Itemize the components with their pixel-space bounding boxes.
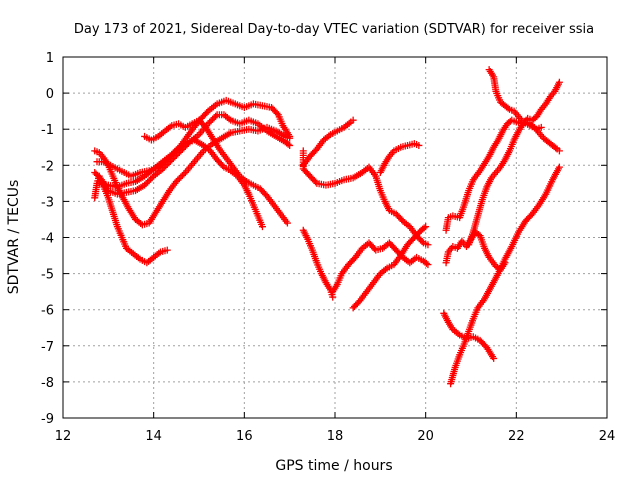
y-tick-label: -8 — [41, 376, 54, 391]
data-point — [206, 118, 214, 126]
series-arc-10 — [299, 116, 357, 169]
grid — [63, 57, 607, 418]
series-arc-5 — [93, 136, 266, 231]
x-tick-label: 22 — [508, 429, 525, 444]
y-tick-label: 0 — [46, 87, 54, 102]
chart-title: Day 173 of 2021, Sidereal Day-to-day VTE… — [74, 22, 594, 37]
series-arc-6 — [141, 116, 291, 227]
series-arc-4 — [95, 96, 294, 191]
x-tick-label: 16 — [236, 429, 253, 444]
y-tick-label: -7 — [41, 340, 54, 355]
data-point — [283, 219, 291, 227]
y-tick-label: -1 — [41, 123, 54, 138]
axis-ticks: 12 14 16 18 20 22 24 1 0 -1 -2 -3 -4 -5 -6 -7 -8 -9 — [41, 51, 615, 444]
data-point — [418, 237, 426, 245]
series-arc-9 — [299, 147, 432, 249]
data-point — [504, 104, 512, 112]
data-point — [420, 224, 428, 232]
data-point — [163, 246, 171, 254]
series-arc-18 — [465, 78, 563, 249]
x-tick-label: 20 — [417, 429, 434, 444]
data-point — [258, 223, 266, 231]
y-tick-label: -4 — [41, 232, 54, 247]
data-point — [172, 178, 180, 186]
data-point — [284, 140, 292, 148]
data-point — [147, 175, 155, 183]
data-point — [370, 245, 378, 253]
series-arc-11 — [349, 223, 430, 312]
data-point — [174, 176, 182, 184]
data-point — [555, 147, 563, 155]
data-point — [177, 173, 185, 181]
data-point — [204, 120, 212, 128]
data-point — [555, 163, 563, 171]
y-tick-label: -5 — [41, 268, 54, 283]
data-point — [349, 116, 357, 124]
data-point — [501, 259, 509, 267]
data-point — [209, 115, 217, 123]
data-point — [552, 144, 560, 152]
data-point — [422, 259, 430, 267]
data-point — [415, 141, 423, 149]
series-arc-16 — [442, 116, 563, 234]
series-arc-13 — [440, 309, 498, 362]
x-tick-label: 12 — [55, 429, 72, 444]
y-tick-label: -6 — [41, 304, 54, 319]
x-tick-label: 24 — [599, 429, 616, 444]
series-arc-15 — [442, 228, 509, 274]
data-point — [180, 170, 188, 178]
data-point — [144, 178, 152, 186]
data-point — [175, 175, 183, 183]
series-arc-7 — [299, 226, 337, 301]
data-point — [286, 132, 294, 140]
data-point — [424, 241, 432, 249]
data-point — [207, 117, 215, 125]
data-point — [212, 112, 220, 120]
data-point — [424, 261, 432, 269]
data-point — [165, 154, 173, 162]
data-point — [141, 181, 149, 189]
data-point — [312, 178, 320, 186]
series-arc-8 — [329, 239, 432, 296]
data-point — [145, 177, 153, 185]
y-axis-label: SDTVAR / TECUs — [6, 180, 22, 295]
data-point — [219, 162, 227, 170]
series-arc-14 — [447, 163, 563, 388]
data-marks — [91, 66, 563, 388]
data-point — [142, 180, 150, 188]
x-axis-label: GPS time / hours — [275, 458, 392, 474]
x-tick-label: 18 — [327, 429, 344, 444]
x-tick-label: 14 — [145, 429, 162, 444]
data-point — [273, 109, 281, 117]
y-tick-label: -3 — [41, 195, 54, 210]
data-point — [422, 223, 430, 231]
data-point — [490, 354, 498, 362]
y-tick-label: -9 — [41, 412, 54, 427]
y-tick-label: -2 — [41, 159, 54, 174]
data-point — [169, 150, 177, 158]
data-point — [166, 153, 174, 161]
data-point — [537, 123, 545, 131]
data-point — [168, 151, 176, 159]
y-tick-label: 1 — [46, 51, 54, 66]
data-point — [286, 141, 294, 149]
data-point — [555, 78, 563, 86]
data-point — [210, 114, 218, 122]
series-arc-12 — [376, 140, 423, 177]
data-point — [163, 156, 171, 164]
data-point — [178, 172, 186, 180]
